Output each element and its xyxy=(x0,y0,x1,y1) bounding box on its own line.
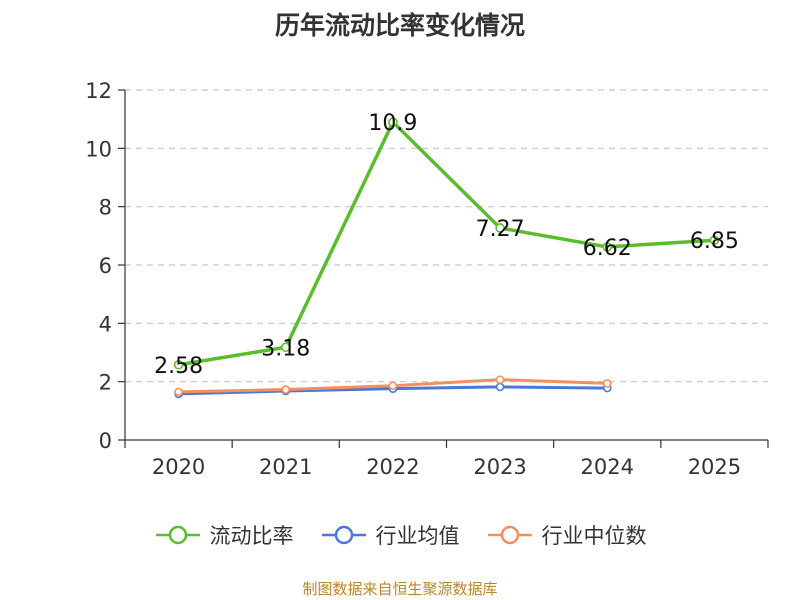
y-tick-label: 10 xyxy=(85,137,112,161)
y-tick-label: 6 xyxy=(99,254,112,278)
x-tick-label: 2022 xyxy=(366,455,419,479)
x-tick-label: 2020 xyxy=(152,455,205,479)
x-tick-label: 2021 xyxy=(259,455,312,479)
x-tick-label: 2025 xyxy=(688,455,741,479)
data-point xyxy=(388,117,398,127)
legend-marker-industry-mean xyxy=(321,525,366,545)
data-label: 6.85 xyxy=(690,229,739,254)
data-label: 6.62 xyxy=(583,236,632,261)
data-point xyxy=(173,359,184,370)
legend-item-industry-median[interactable]: 行业中位数 xyxy=(486,520,647,550)
data-point xyxy=(281,385,291,394)
data-label: 7.27 xyxy=(476,217,525,242)
x-tick-label: 2023 xyxy=(473,455,526,479)
legend-item-industry-mean[interactable]: 行业均值 xyxy=(320,520,460,550)
legend-marker-current-ratio xyxy=(155,525,200,545)
y-tick-label: 8 xyxy=(99,196,112,220)
legend-marker-industry-median xyxy=(487,525,532,545)
data-point xyxy=(602,379,612,388)
data-label: 10.9 xyxy=(368,111,417,136)
data-point xyxy=(495,382,505,392)
legend-label: 行业均值 xyxy=(375,524,460,548)
legend-label: 行业中位数 xyxy=(541,524,647,548)
x-tick-label: 2024 xyxy=(581,455,634,479)
series-line-0 xyxy=(178,120,715,367)
data-point xyxy=(495,375,505,384)
data-label: 2.58 xyxy=(154,354,203,379)
data-label: 3.18 xyxy=(261,336,310,361)
legend-label: 流动比率 xyxy=(209,524,294,548)
legend-item-current-ratio[interactable]: 流动比率 xyxy=(154,520,294,550)
data-point xyxy=(602,242,613,252)
chart-title: 历年流动比率变化情况 xyxy=(274,11,525,40)
y-tick-label: 2 xyxy=(99,371,112,395)
data-point xyxy=(280,342,291,353)
data-point xyxy=(709,235,720,246)
data-point xyxy=(495,223,505,233)
data-point xyxy=(388,381,398,391)
y-tick-label: 4 xyxy=(99,312,112,336)
y-tick-label: 12 xyxy=(85,79,112,103)
y-tick-label: 0 xyxy=(99,429,112,453)
data-source: 制图数据来自恒生聚源数据库 xyxy=(302,580,498,598)
data-point xyxy=(174,387,183,397)
legend: 流动比率 行业均值 行业中位数 xyxy=(0,520,800,550)
